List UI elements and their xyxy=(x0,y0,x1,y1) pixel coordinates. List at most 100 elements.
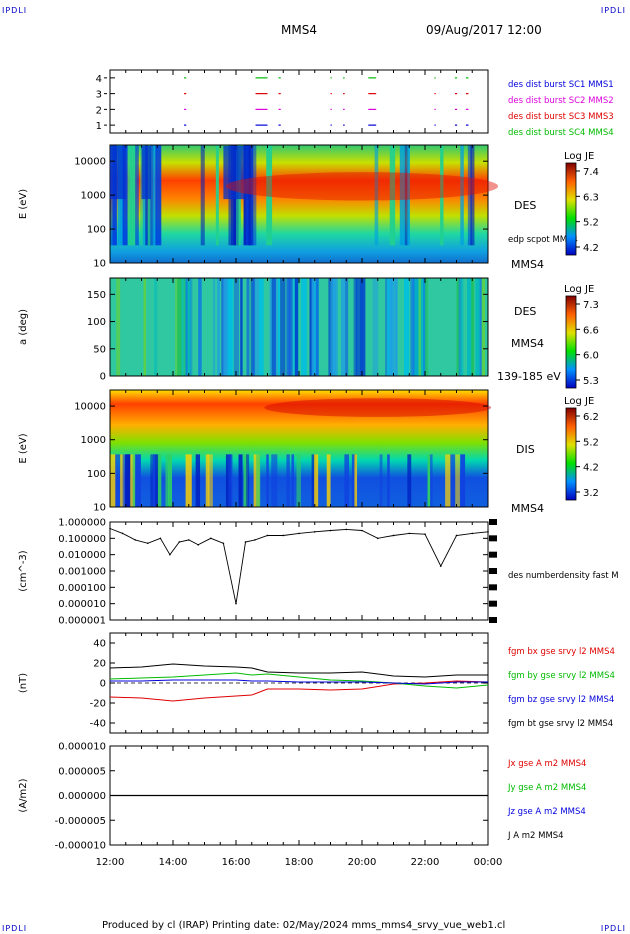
heatmap-streak xyxy=(291,454,295,507)
heatmap-streak xyxy=(154,278,158,376)
heatmap-streak xyxy=(254,278,261,376)
density-point xyxy=(439,565,442,567)
heatmap-streak xyxy=(200,145,205,246)
heatmap-streak xyxy=(215,145,219,246)
heatmap-streak xyxy=(205,454,210,507)
density-point xyxy=(282,534,285,537)
heatmap-streak xyxy=(389,145,396,246)
des-energy-ylabel: E (eV) xyxy=(18,189,29,219)
time-tick-label: 00:00 xyxy=(474,857,503,868)
des-energy-colorbar-tick-label: 4.2 xyxy=(583,243,599,254)
dis-energy-colorbar-tick-label: 4.2 xyxy=(583,463,599,474)
density-point xyxy=(254,539,256,541)
fgm-y-tick-label: 20 xyxy=(93,659,106,670)
des-energy-label: DES xyxy=(514,199,536,212)
density-point xyxy=(424,533,426,535)
density-point xyxy=(244,541,247,543)
heatmap-streak xyxy=(407,454,412,507)
heatmap-streak xyxy=(246,454,250,507)
heatmap-streak xyxy=(460,278,464,376)
density-point xyxy=(134,539,136,541)
heatmap-streak xyxy=(275,278,279,376)
heatmap-streak xyxy=(185,454,192,507)
des-energy-colorbar-title: Log JE xyxy=(564,151,594,162)
corner-label-br: IPDLI xyxy=(600,924,626,933)
heatmap-block xyxy=(223,146,249,200)
des-energy-sublabel: edp scpot MMS4 xyxy=(508,235,578,245)
fgm-ylabel: (nT) xyxy=(18,673,29,693)
heatmap-streak xyxy=(422,278,427,376)
heatmap-streak xyxy=(227,278,234,376)
heatmap-streak xyxy=(150,145,155,246)
heatmap-streak xyxy=(351,454,357,507)
density-y-tick-label: 0.001000 xyxy=(58,567,106,578)
density-point xyxy=(121,532,124,535)
current-ylabel: (A/m2) xyxy=(18,778,29,812)
fgm-y-tick-label: 0 xyxy=(100,679,106,690)
heatmap-streak xyxy=(425,278,429,376)
fgm-legend-1: fgm bx gse srvy l2 MMS4 xyxy=(508,647,615,657)
heatmap-streak xyxy=(278,278,281,376)
density-point xyxy=(187,539,190,541)
heatmap-streak xyxy=(143,278,147,376)
des-pitch-label: DES xyxy=(514,305,536,318)
current-y-tick-label: 0.000010 xyxy=(58,742,106,753)
fgm-legend-2: fgm by gse srvy l2 MMS4 xyxy=(508,671,615,681)
des-pitch-ylabel: a (deg) xyxy=(18,309,29,345)
heatmap-streak xyxy=(185,278,188,376)
dis-energy-y-tick-label: 100 xyxy=(87,469,106,480)
heatmap-streak xyxy=(155,145,162,246)
heatmap-streak xyxy=(195,454,201,507)
heatmap-streak xyxy=(455,454,460,507)
heatmap-streak xyxy=(296,454,301,507)
heatmap-core xyxy=(225,172,499,201)
heatmap-streak xyxy=(456,278,460,376)
heatmap-streak xyxy=(344,454,349,507)
heatmap-streak xyxy=(445,454,451,507)
datetime-title: 09/Aug/2017 12:00 xyxy=(426,23,542,37)
heatmap-streak xyxy=(266,454,269,507)
density-y-tick-label: 1.000000 xyxy=(58,518,106,529)
heatmap-streak xyxy=(120,454,125,507)
des-energy-foot-label: MMS4 xyxy=(511,258,544,271)
heatmap-streak xyxy=(458,278,462,376)
footer-text: Produced by cl (IRAP) Printing date: 02/… xyxy=(102,920,506,931)
heatmap-streak xyxy=(212,278,216,376)
heatmap-streak xyxy=(127,145,133,246)
heatmap-streak xyxy=(208,454,213,507)
burst-y-tick-label: 4 xyxy=(96,74,102,85)
des-energy-y-tick-label: 1000 xyxy=(81,191,106,202)
current-y-tick-label: -0.000010 xyxy=(55,841,106,852)
des-pitch-y-tick-label: 50 xyxy=(93,344,106,355)
density-point xyxy=(210,537,212,540)
density-point xyxy=(298,532,300,535)
heatmap-streak xyxy=(355,278,359,376)
des-pitch-colorbar-bar xyxy=(565,295,577,389)
fgm-legend-4: fgm bt gse srvy l2 MMS4 xyxy=(508,719,613,729)
heatmap-streak xyxy=(273,278,277,376)
des-pitch-colorbar-tick-label: 6.6 xyxy=(583,325,599,336)
des-pitch-y-tick-label: 150 xyxy=(87,290,106,301)
density-point xyxy=(313,531,316,533)
heatmap-streak xyxy=(238,454,243,507)
time-tick-label: 20:00 xyxy=(348,857,377,868)
des-energy-colorbar-bar xyxy=(565,162,577,256)
time-tick-label: 14:00 xyxy=(159,857,188,868)
heatmap-streak xyxy=(189,278,193,376)
heatmap-streak xyxy=(479,278,483,376)
dis-energy-colorbar-bar xyxy=(565,407,577,501)
current-y-tick-label: 0.000005 xyxy=(58,766,106,777)
heatmap-streak xyxy=(391,278,397,376)
heatmap-streak xyxy=(115,454,121,507)
heatmap-streak xyxy=(248,145,254,246)
burst-legend-3: des dist burst SC3 MMS3 xyxy=(508,112,614,122)
heatmap-streak xyxy=(407,145,410,246)
heatmap-streak xyxy=(315,278,319,376)
dis-energy-y-tick-label: 1000 xyxy=(81,435,106,446)
time-tick-label: 22:00 xyxy=(411,857,440,868)
fgm-legend-3: fgm bz gse srvy l2 MMS4 xyxy=(508,695,614,705)
heatmap-streak xyxy=(345,278,349,376)
fgm-y-tick-label: -40 xyxy=(90,719,106,730)
density-y-tick-label: 0.000010 xyxy=(58,599,106,610)
